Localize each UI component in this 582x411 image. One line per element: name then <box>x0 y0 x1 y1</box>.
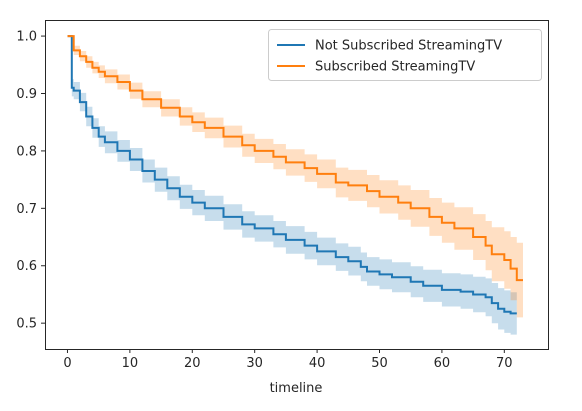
x-tick-label: 70 <box>496 356 513 371</box>
x-tick-label: 0 <box>63 356 71 371</box>
survival-line-subscribed <box>67 35 523 282</box>
y-axis: 0.5 0.6 0.7 0.8 0.9 1.0 <box>16 30 45 332</box>
ci-band-not-subscribed <box>67 36 517 335</box>
x-tick-label: 40 <box>309 356 326 371</box>
plot-area-frame <box>45 20 549 350</box>
legend: Not Subscribed StreamingTV Subscribed St… <box>268 29 542 81</box>
legend-label-subscribed: Subscribed StreamingTV <box>315 60 475 75</box>
x-tick-label: 10 <box>122 356 139 371</box>
x-tick-label: 60 <box>434 356 451 371</box>
confidence-bands <box>67 36 523 335</box>
y-tick-label: 0.8 <box>16 144 37 159</box>
x-tick-label: 30 <box>246 356 263 371</box>
survival-line-not-subscribed <box>67 35 517 315</box>
y-tick-label: 0.5 <box>16 317 37 332</box>
x-axis: 0 10 20 30 40 50 60 70 <box>63 349 513 371</box>
legend-box <box>268 29 542 81</box>
y-tick-label: 0.6 <box>16 259 37 274</box>
y-tick-label: 0.7 <box>16 202 37 217</box>
legend-label-not-subscribed: Not Subscribed StreamingTV <box>315 39 502 54</box>
x-tick-label: 20 <box>184 356 201 371</box>
y-tick-label: 1.0 <box>16 30 37 45</box>
y-tick-label: 0.9 <box>16 87 37 102</box>
x-tick-label: 50 <box>371 356 388 371</box>
x-axis-label: timeline <box>270 381 323 396</box>
survival-lines <box>67 35 523 315</box>
